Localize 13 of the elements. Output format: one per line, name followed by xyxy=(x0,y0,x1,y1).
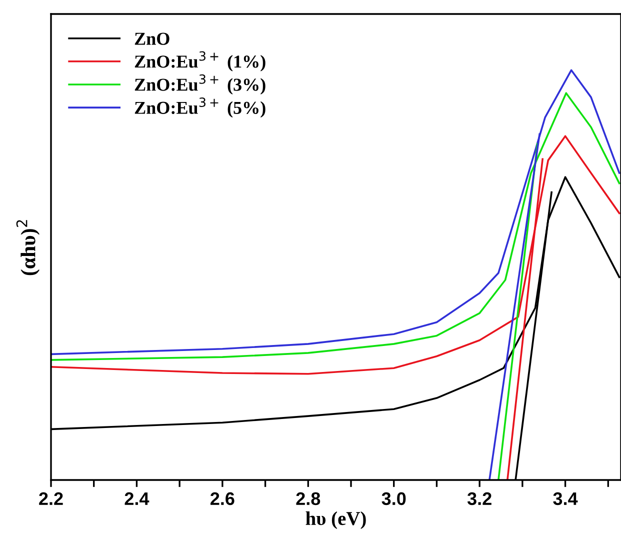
legend-label: ZnO:Eu$^{3+}$ (3%) xyxy=(134,74,266,94)
legend-label: ZnO:Eu$^{3+}$ (5%) xyxy=(134,97,266,118)
text: 3.0 xyxy=(382,492,406,506)
x-tick-label: 3.4 xyxy=(553,492,578,506)
x-tick-label: 2.4 xyxy=(124,492,150,505)
x-tick-label: 2.2 xyxy=(39,492,63,505)
x-tick-label: 2.6 xyxy=(210,492,234,506)
legend-label: ZnO:Eu$^{3+}$ (1%) xyxy=(134,51,266,72)
x-axis-title: hυ (eV) xyxy=(306,511,366,530)
y-axis-title: (αhυ)$^{2}$ xyxy=(16,220,40,276)
x-tick-label: 2.8 xyxy=(296,492,320,506)
legend-label: ZnO xyxy=(134,32,170,45)
x-tick-label: 3.2 xyxy=(467,492,492,506)
